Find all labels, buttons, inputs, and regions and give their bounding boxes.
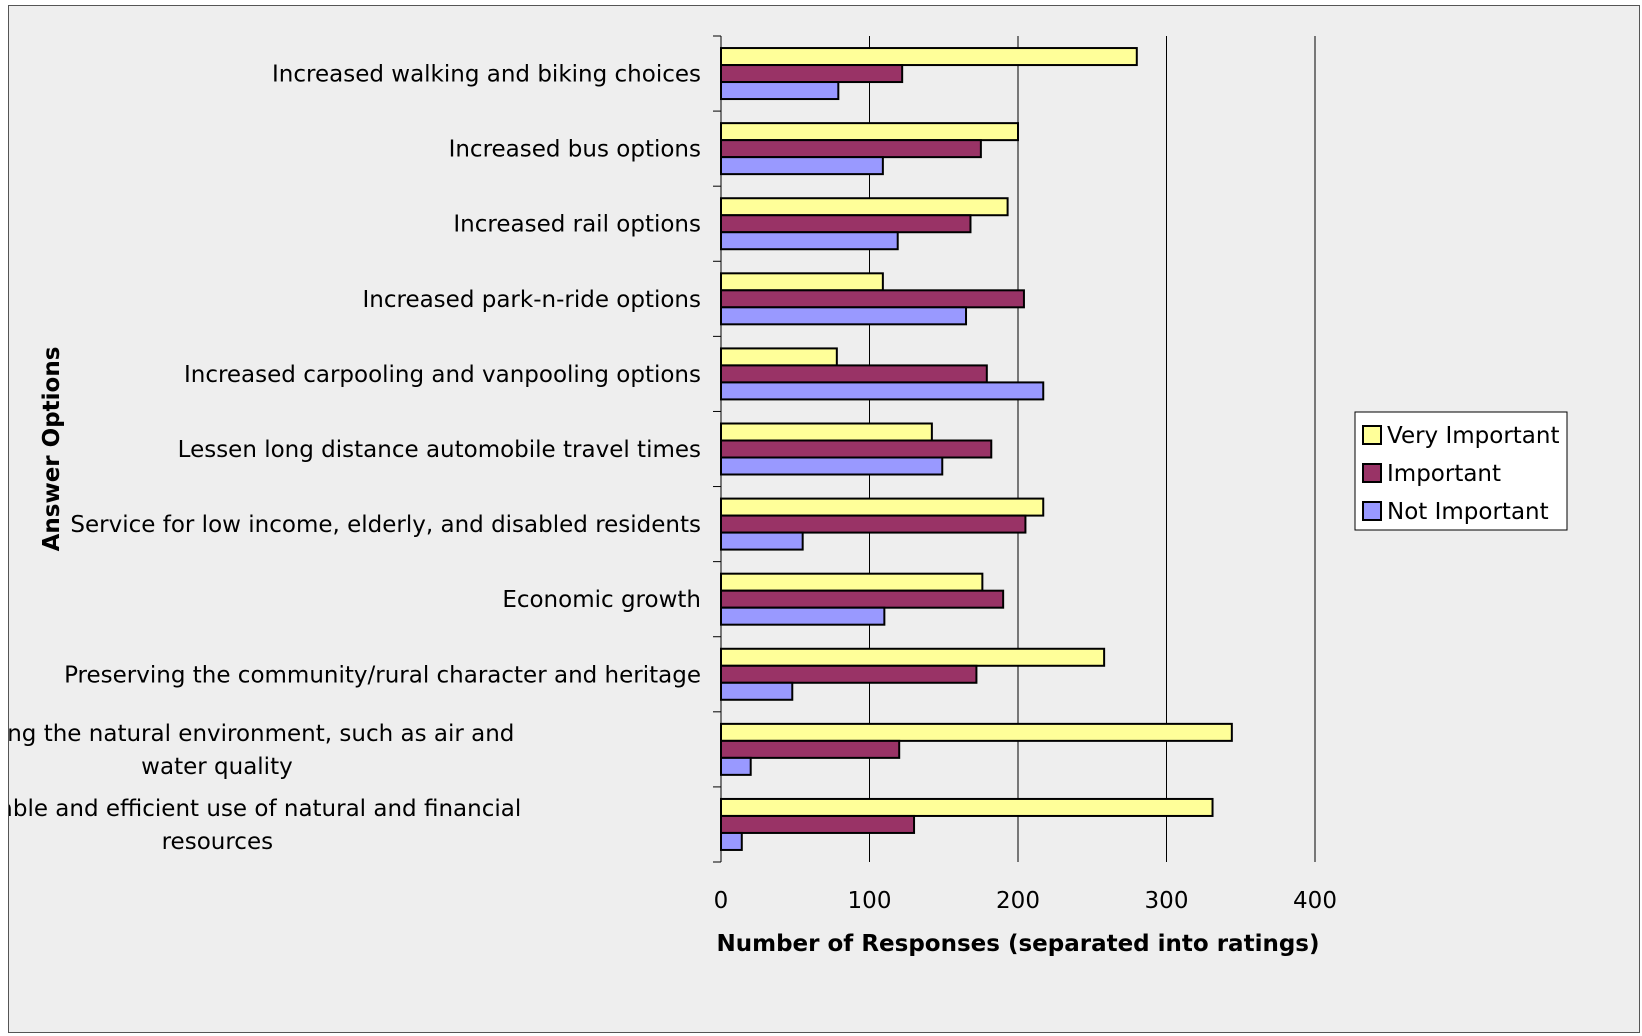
legend-swatch: [1362, 501, 1382, 521]
bar: [720, 456, 944, 476]
bar: [720, 272, 884, 292]
category-label: Protecting the natural environment, such…: [9, 721, 514, 780]
x-axis-title: Number of Responses (separated into rati…: [717, 931, 1320, 957]
bar: [720, 739, 901, 759]
legend-label: Important: [1387, 461, 1501, 487]
category-label: Increased rail options: [453, 212, 701, 238]
bar: [720, 531, 804, 551]
bar: [720, 797, 1214, 817]
category-label: Increased park-n-ride options: [362, 287, 701, 313]
bar: [720, 156, 884, 176]
legend-swatch: [1362, 463, 1382, 483]
x-tick-label: 300: [1145, 888, 1189, 914]
bar: [720, 306, 968, 326]
bar: [720, 347, 838, 367]
legend-swatch: [1362, 425, 1382, 445]
category-label: Economic growth: [502, 587, 701, 613]
chart-frame: 0 100 200 300 400 Increased walking and biki…: [8, 5, 1640, 1033]
legend-box: [1354, 411, 1568, 531]
bar: [720, 606, 886, 626]
y-axis-title: Answer Options: [39, 347, 65, 552]
x-tick-label: 200: [996, 888, 1040, 914]
category-label: Lessen long distance automobile travel t…: [178, 437, 701, 463]
y-axis-ticks: [713, 35, 721, 863]
bar: [720, 231, 899, 251]
bar: [720, 422, 933, 442]
category-label: Increased walking and biking choices: [272, 62, 701, 88]
x-tick-label: 0: [714, 888, 729, 914]
category-label: Increased carpooling and vanpooling opti…: [184, 362, 701, 388]
bar: [720, 439, 993, 459]
legend: Very Important Important Not Important: [1354, 411, 1568, 531]
bar-chart: 0 100 200 300 400 Increased walking and biki…: [9, 35, 1568, 957]
bar: [720, 64, 904, 84]
legend-label: Not Important: [1387, 499, 1549, 525]
bar: [720, 497, 1045, 517]
bar: [720, 122, 1019, 142]
legend-label: Very Important: [1387, 423, 1560, 449]
x-tick-labels: 0 100 200 300 400: [714, 888, 1337, 914]
x-tick-label: 100: [848, 888, 892, 914]
bar: [720, 139, 982, 159]
bar: [720, 647, 1106, 667]
bar: [720, 664, 978, 684]
x-tick-label: 400: [1293, 888, 1337, 914]
bar: [720, 381, 1045, 401]
bar: [720, 589, 1005, 609]
bar: [720, 756, 752, 776]
bar: [720, 214, 972, 234]
bar: [720, 572, 984, 592]
bar: [720, 681, 794, 701]
category-label: Increased bus options: [449, 137, 701, 163]
category-label: Sustainable and efficient use of natural…: [9, 796, 521, 855]
bar: [720, 289, 1025, 309]
bar: [720, 831, 743, 851]
bar: [720, 81, 840, 101]
bar: [720, 814, 916, 834]
category-label: Preserving the community/rural character…: [64, 662, 701, 688]
bar: [720, 364, 988, 384]
category-labels: Increased walking and biking choices Incr…: [9, 62, 701, 855]
bars: [720, 47, 1233, 851]
bar: [720, 514, 1027, 534]
bar: [720, 47, 1138, 67]
category-label: Service for low income, elderly, and dis…: [70, 512, 701, 538]
bar: [720, 197, 1009, 217]
bar: [720, 722, 1233, 742]
